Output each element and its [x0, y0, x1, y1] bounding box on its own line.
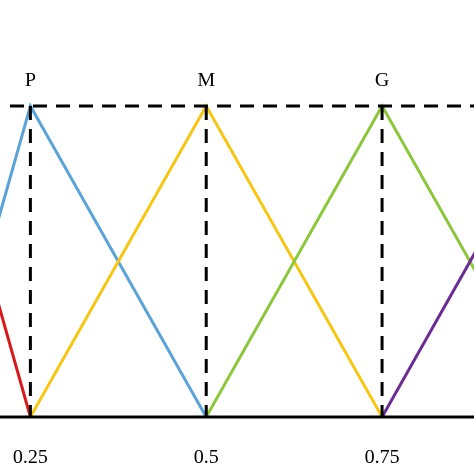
- x-tick-label: 0.75: [365, 446, 400, 468]
- peak-label: G: [375, 69, 389, 91]
- series-line-red: [0, 303, 32, 418]
- reference-lines-layer: [10, 104, 474, 417]
- series-line-purple: [380, 251, 474, 418]
- peak-label: M: [197, 69, 215, 91]
- x-tick-label: 0.5: [194, 446, 219, 468]
- peak-label: P: [25, 69, 36, 91]
- series-line-green: [204, 102, 474, 418]
- x-tick-label: 0.25: [13, 446, 48, 468]
- series-layer: [0, 102, 474, 418]
- labels-layer: 0.25 0.5 0.75 P M G: [13, 69, 400, 468]
